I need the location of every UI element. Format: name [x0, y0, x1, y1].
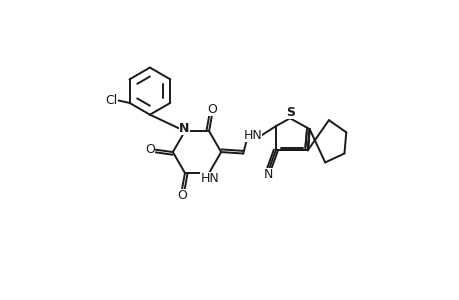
- Text: O: O: [207, 103, 217, 116]
- Text: HN: HN: [243, 129, 262, 142]
- Text: N: N: [179, 122, 189, 135]
- Text: S: S: [285, 106, 295, 119]
- Text: Cl: Cl: [105, 94, 117, 107]
- Text: HN: HN: [200, 172, 218, 185]
- Text: N: N: [263, 168, 273, 181]
- Text: O: O: [177, 189, 186, 202]
- Text: O: O: [145, 143, 155, 156]
